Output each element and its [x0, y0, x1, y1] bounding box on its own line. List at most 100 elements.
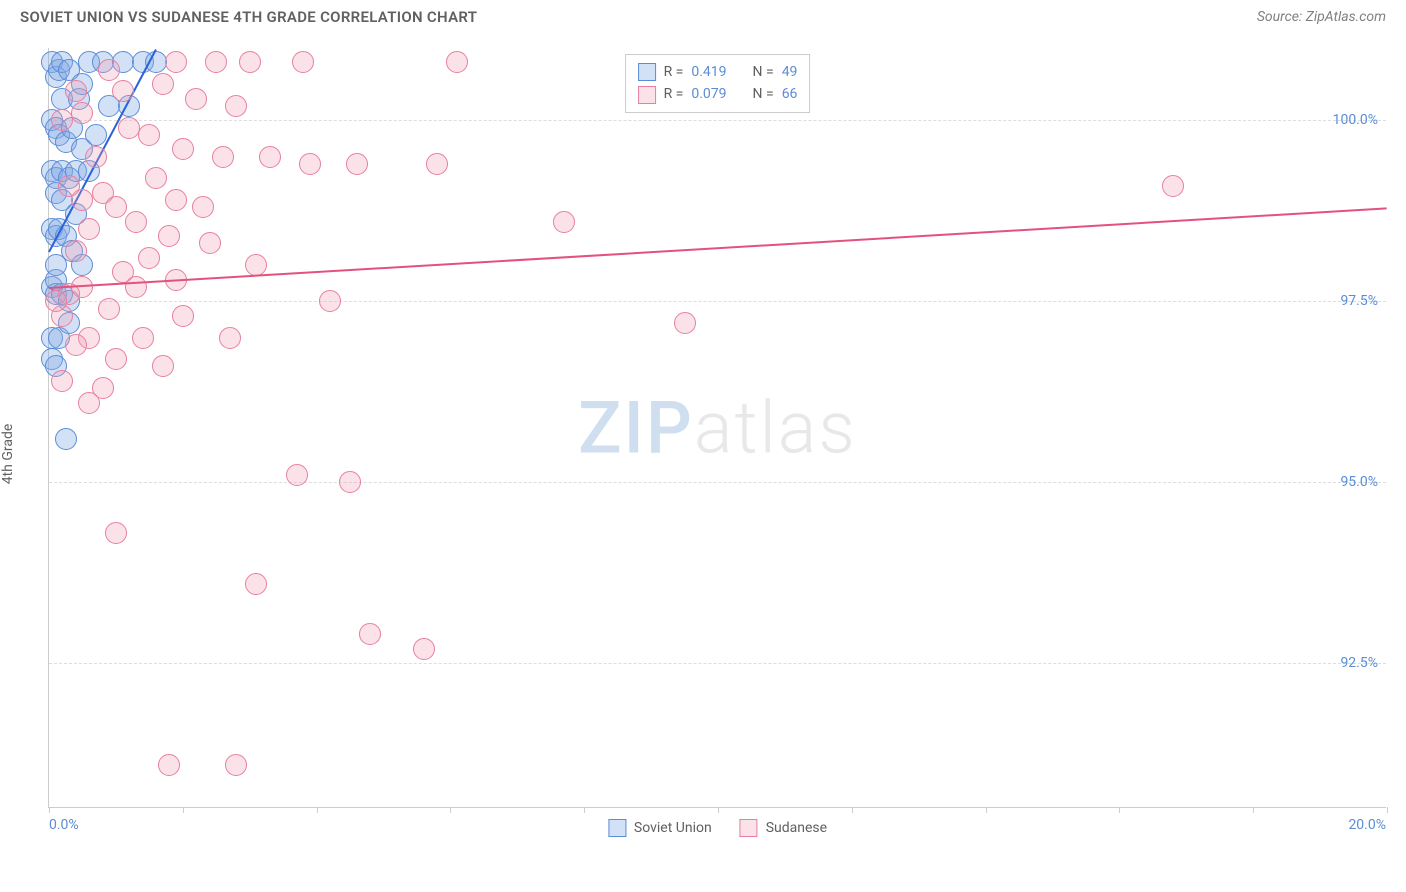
scatter-point	[245, 254, 267, 276]
scatter-point	[319, 290, 341, 312]
n-label: N =	[753, 61, 774, 83]
scatter-point	[339, 471, 361, 493]
x-tick	[718, 807, 719, 813]
scatter-point	[78, 218, 100, 240]
scatter-point	[212, 146, 234, 168]
scatter-point	[125, 276, 147, 298]
scatter-point	[98, 59, 120, 81]
scatter-point	[553, 211, 575, 233]
scatter-point	[446, 51, 468, 73]
legend-swatch	[638, 86, 656, 104]
scatter-point	[152, 73, 174, 95]
scatter-point	[71, 102, 93, 124]
scatter-point	[426, 153, 448, 175]
y-tick-label: 92.5%	[1340, 655, 1378, 671]
scatter-point	[413, 638, 435, 660]
scatter-point	[65, 80, 87, 102]
scatter-point	[245, 573, 267, 595]
gridline	[49, 301, 1386, 302]
scatter-point	[125, 211, 147, 233]
y-tick-label: 95.0%	[1340, 474, 1378, 490]
scatter-point	[359, 623, 381, 645]
scatter-point	[118, 117, 140, 139]
watermark-light: atlas	[694, 385, 857, 470]
scatter-point	[85, 124, 107, 146]
stats-legend: R = 0.419 N = 49R = 0.079 N = 66	[625, 54, 811, 113]
scatter-point	[158, 225, 180, 247]
n-value: 66	[782, 83, 798, 105]
gridline	[49, 482, 1386, 483]
scatter-point	[55, 428, 77, 450]
scatter-point	[192, 196, 214, 218]
scatter-point	[172, 138, 194, 160]
gridline	[49, 663, 1386, 664]
chart-plot-area: ZIPatlas R = 0.419N = 49R = 0.079N = 66 …	[48, 48, 1386, 808]
legend-swatch	[740, 819, 758, 837]
x-tick	[183, 807, 184, 813]
scatter-point	[138, 124, 160, 146]
x-tick	[49, 807, 50, 813]
scatter-point	[165, 189, 187, 211]
scatter-point	[45, 290, 67, 312]
legend-swatch	[608, 819, 626, 837]
scatter-point	[199, 232, 221, 254]
x-tick	[852, 807, 853, 813]
scatter-point	[219, 327, 241, 349]
series-legend: Soviet Union Sudanese	[608, 819, 827, 837]
trend-line	[49, 207, 1387, 289]
x-tick-label: 0.0%	[49, 817, 79, 833]
x-tick	[1119, 807, 1120, 813]
scatter-point	[674, 312, 696, 334]
source-label: Source: ZipAtlas.com	[1257, 9, 1386, 25]
scatter-point	[45, 254, 67, 276]
scatter-point	[105, 522, 127, 544]
scatter-point	[51, 370, 73, 392]
gridline	[49, 120, 1386, 121]
scatter-point	[105, 348, 127, 370]
r-value: 0.419	[691, 61, 726, 83]
chart-title: SOVIET UNION VS SUDANESE 4TH GRADE CORRE…	[20, 8, 477, 26]
scatter-point	[165, 51, 187, 73]
scatter-point	[299, 153, 321, 175]
watermark: ZIPatlas	[578, 385, 857, 470]
r-label: R =	[664, 61, 684, 83]
scatter-point	[239, 51, 261, 73]
series-legend-item: Sudanese	[740, 819, 827, 837]
x-tick	[1253, 807, 1254, 813]
series-legend-label: Soviet Union	[634, 820, 712, 836]
scatter-point	[112, 80, 134, 102]
scatter-point	[105, 196, 127, 218]
scatter-point	[132, 327, 154, 349]
n-value: 49	[782, 61, 798, 83]
y-tick-label: 97.5%	[1340, 293, 1378, 309]
x-tick	[1387, 807, 1388, 813]
scatter-point	[286, 464, 308, 486]
series-legend-label: Sudanese	[766, 820, 827, 836]
scatter-point	[346, 153, 368, 175]
scatter-point	[259, 146, 281, 168]
y-axis-label: 4th Grade	[0, 424, 16, 485]
scatter-point	[292, 51, 314, 73]
scatter-point	[98, 298, 120, 320]
legend-swatch	[638, 63, 656, 81]
x-tick	[450, 807, 451, 813]
x-tick	[317, 807, 318, 813]
r-value: 0.079	[691, 83, 726, 105]
n-label: N =	[753, 83, 774, 105]
scatter-point	[185, 88, 207, 110]
scatter-point	[58, 175, 80, 197]
stats-legend-row: R = 0.079N = 66	[638, 83, 798, 105]
scatter-point	[205, 51, 227, 73]
scatter-point	[85, 146, 107, 168]
x-tick-label: 20.0%	[1348, 817, 1386, 833]
y-tick-label: 100.0%	[1333, 112, 1378, 128]
scatter-point	[51, 109, 73, 131]
scatter-point	[78, 392, 100, 414]
x-tick	[584, 807, 585, 813]
scatter-point	[225, 754, 247, 776]
scatter-point	[158, 754, 180, 776]
scatter-point	[172, 305, 194, 327]
scatter-point	[152, 355, 174, 377]
scatter-point	[145, 167, 167, 189]
stats-legend-row: R = 0.419 N = 49	[638, 61, 798, 83]
